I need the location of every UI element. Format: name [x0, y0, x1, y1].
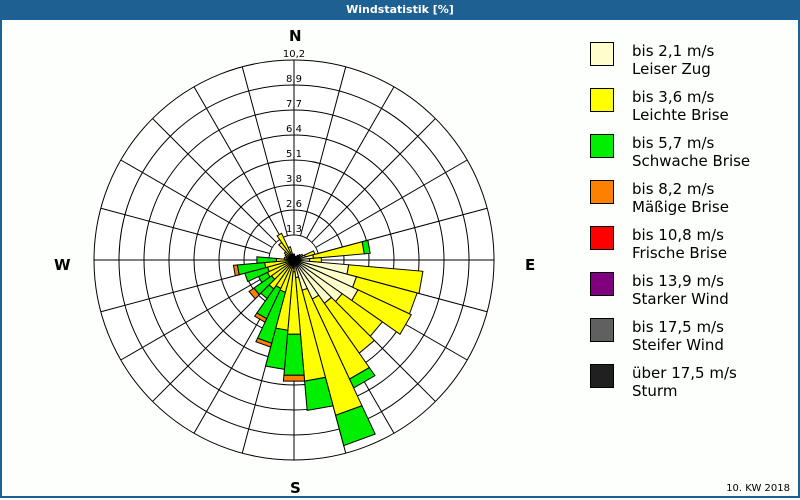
- direction-label-east: E: [525, 256, 536, 274]
- svg-text:10,2: 10,2: [283, 49, 305, 60]
- wind-rose-chart: 1,32,63,85,16,47,78,910,2: [93, 49, 495, 461]
- legend-swatch: [590, 272, 614, 296]
- legend-speed: bis 2,1 m/s: [632, 42, 715, 60]
- legend-name: Mäßige Brise: [632, 198, 729, 216]
- legend-speed: bis 10,8 m/s: [632, 226, 724, 244]
- legend-swatch: [590, 134, 614, 158]
- direction-label-south: S: [290, 479, 301, 497]
- legend-speed: bis 13,9 m/s: [632, 272, 724, 290]
- legend-swatch: [590, 180, 614, 204]
- direction-label-north: N: [289, 27, 302, 45]
- direction-label-west: W: [54, 256, 71, 274]
- legend-name: Frische Brise: [632, 244, 728, 262]
- legend-speed: über 17,5 m/s: [632, 364, 737, 382]
- legend-name: Leichte Brise: [632, 106, 729, 124]
- week-label: 10. KW 2018: [726, 483, 790, 494]
- legend-name: Steifer Wind: [632, 336, 724, 354]
- legend-name: Leiser Zug: [632, 60, 711, 78]
- legend-swatch: [590, 226, 614, 250]
- legend-swatch: [590, 364, 614, 388]
- legend-name: Schwache Brise: [632, 152, 751, 170]
- legend-speed: bis 3,6 m/s: [632, 88, 715, 106]
- legend-speed: bis 17,5 m/s: [632, 318, 724, 336]
- legend-speed: bis 8,2 m/s: [632, 180, 715, 198]
- legend-name: Sturm: [632, 382, 678, 400]
- legend-name: Starker Wind: [632, 290, 729, 308]
- legend-speed: bis 5,7 m/s: [632, 134, 715, 152]
- legend-swatch: [590, 88, 614, 112]
- legend-swatch: [590, 318, 614, 342]
- chart-title: Windstatistik [%]: [0, 0, 800, 20]
- legend-swatch: [590, 42, 614, 66]
